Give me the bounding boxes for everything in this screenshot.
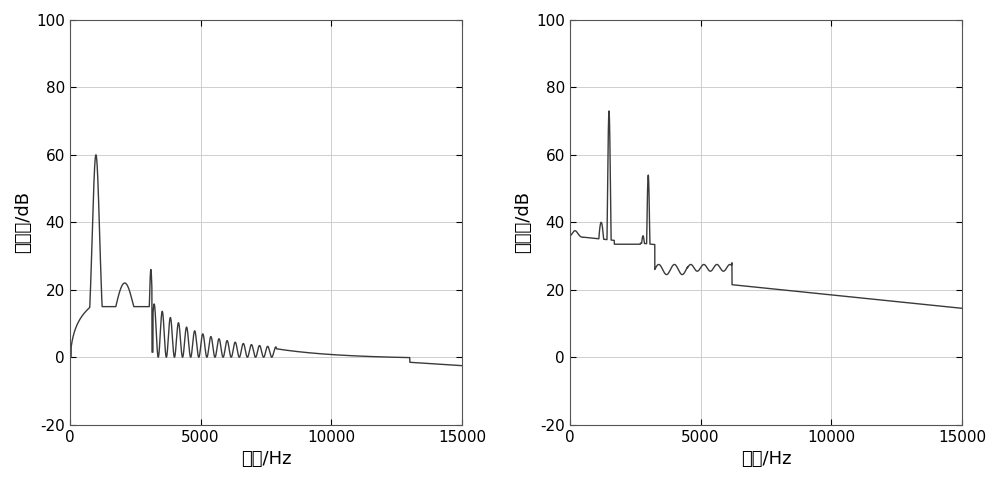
X-axis label: 频率/Hz: 频率/Hz bbox=[241, 450, 291, 468]
Y-axis label: 功率谱/dB: 功率谱/dB bbox=[14, 191, 32, 254]
Y-axis label: 功率谱/dB: 功率谱/dB bbox=[514, 191, 532, 254]
X-axis label: 频率/Hz: 频率/Hz bbox=[741, 450, 791, 468]
